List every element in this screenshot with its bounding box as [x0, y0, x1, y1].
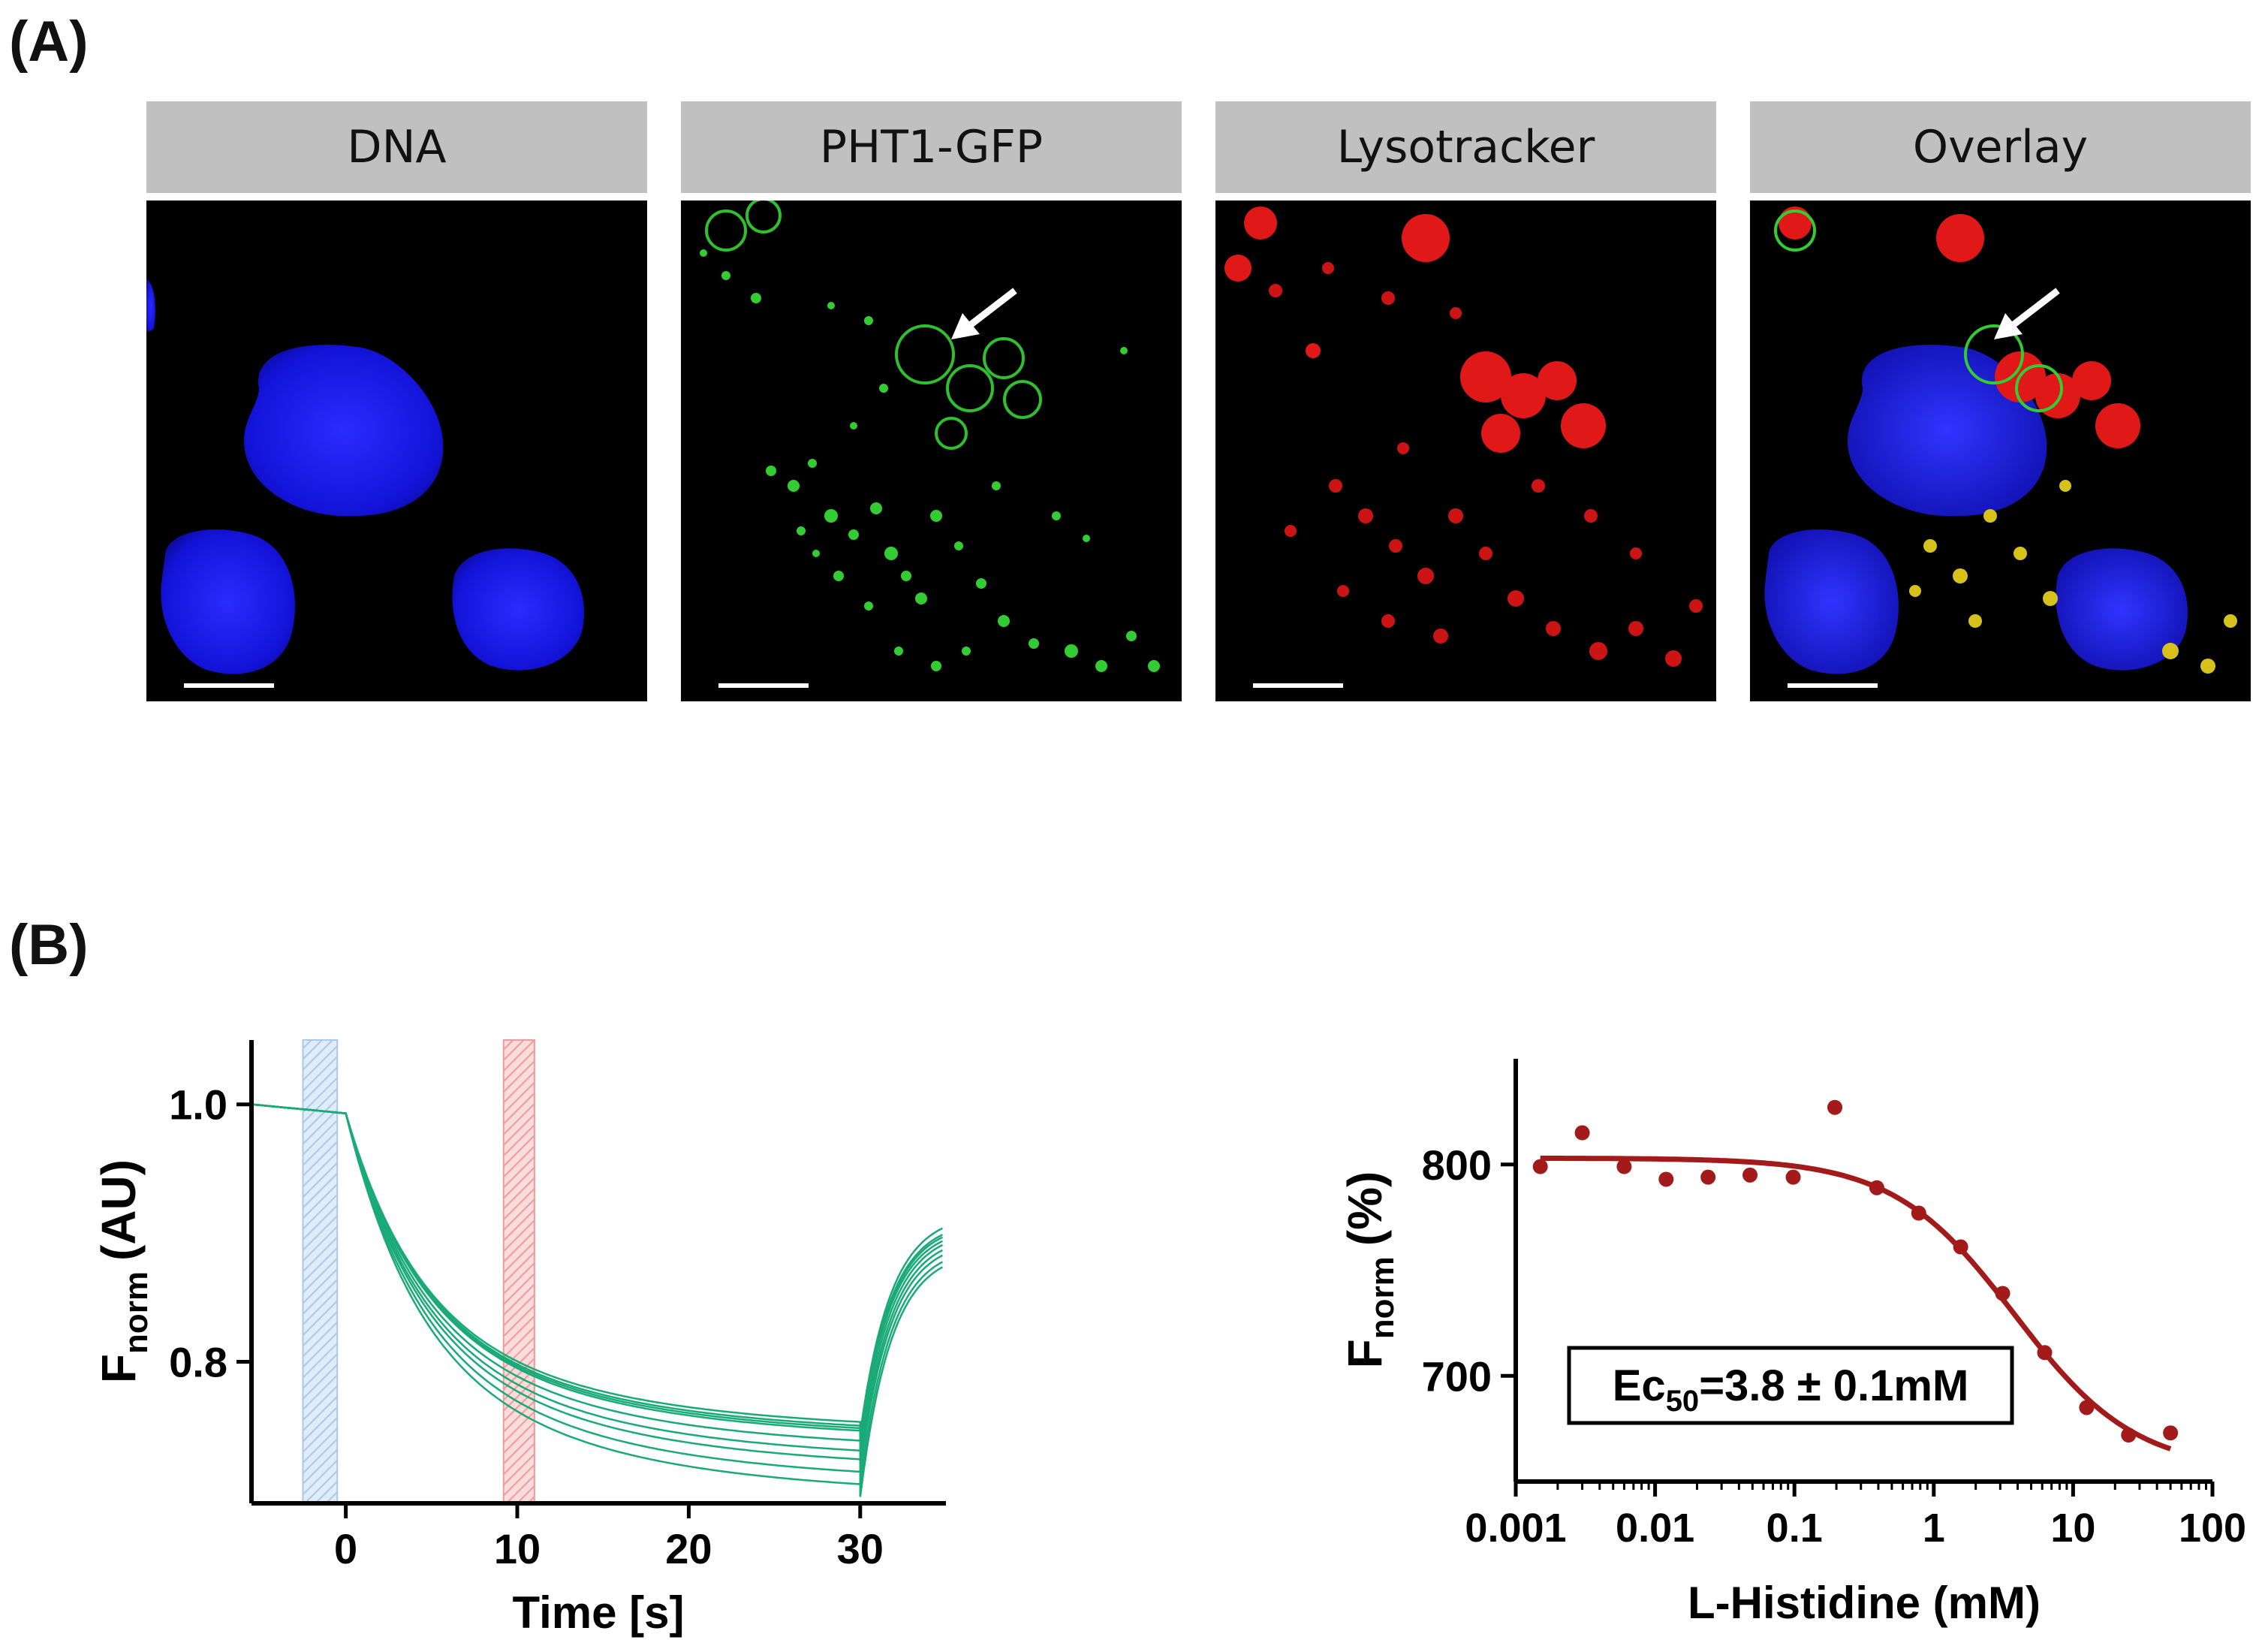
x-tick-label: 0 [334, 1525, 357, 1572]
dna-stain-image [146, 279, 584, 674]
data-point [2121, 1427, 2137, 1443]
data-point [2037, 1345, 2053, 1361]
micrograph-image [681, 200, 1182, 701]
y-tick-label: 0.8 [169, 1338, 227, 1385]
series-line [251, 1103, 943, 1437]
scale-bar [1788, 683, 1878, 688]
y-axis-label: Fnorm(%) [1338, 1171, 1401, 1369]
micrograph-title: Overlay [1750, 101, 2251, 193]
x-tick-label: 20 [665, 1525, 712, 1572]
series-line [251, 1103, 943, 1439]
series-line [251, 1103, 943, 1463]
x-axis-label: Time [s] [513, 1587, 685, 1638]
x-tick-label: 1 [1923, 1506, 1945, 1551]
data-point [2163, 1425, 2179, 1441]
series-line [251, 1103, 944, 1485]
arrow-icon [951, 288, 1017, 339]
x-tick-label: 0.001 [1465, 1506, 1566, 1551]
gfp-stain-image [700, 200, 1160, 672]
data-point [1911, 1205, 1926, 1221]
micrograph-panel-lysotracker: Lysotracker [1215, 101, 1716, 701]
y-tick-label: 1.0 [169, 1081, 227, 1129]
series-line [251, 1103, 944, 1497]
data-point [1869, 1180, 1884, 1195]
data-point [1658, 1171, 1674, 1187]
x-tick-label: 10 [2050, 1506, 2095, 1551]
micrograph-image [1215, 200, 1716, 701]
series-line [251, 1103, 943, 1442]
data-point [1742, 1167, 1758, 1183]
micrograph-title: Lysotracker [1215, 101, 1716, 193]
arrow-icon [1994, 288, 2060, 339]
ec50-annotation: Ec50=3.8 ± 0.1mM [1613, 1361, 1969, 1418]
data-point [1532, 1159, 1548, 1174]
scale-bar [1253, 683, 1343, 688]
x-tick-label: 100 [2179, 1506, 2246, 1551]
fit-curve [1540, 1156, 2172, 1452]
x-tick-label: 0.01 [1616, 1506, 1694, 1551]
x-tick-label: 0.1 [1767, 1506, 1823, 1551]
kinetic-trace-chart: 0 10 20 30 0.8 1.0 Time [s] Fnorm(AU) [92, 1039, 946, 1638]
lysotracker-stain-image [1224, 206, 1703, 667]
data-point [1827, 1099, 1843, 1115]
micrograph-panel-overlay: Overlay [1750, 101, 2251, 701]
ec50-annotation-box [1567, 1346, 2014, 1425]
data-point [1785, 1169, 1801, 1185]
micrograph-title: PHT1-GFP [681, 101, 1182, 193]
overlay-image [1764, 206, 2237, 674]
x-tick-label: 10 [494, 1525, 541, 1572]
y-axis-label: Fnorm(AU) [92, 1159, 155, 1383]
dose-response-chart: 0.001 0.01 0.1 1 10 100 700 800 Ec50=3.8 ± 0.1… [1338, 1059, 2246, 1628]
data-point [1616, 1159, 1632, 1174]
data-point [1574, 1125, 1590, 1141]
micrograph-panel-dna: DNA [146, 101, 647, 701]
panel-label-a: (A) [9, 10, 89, 74]
y-tick-label: 700 [1422, 1352, 1492, 1400]
data-point [1995, 1286, 2010, 1301]
micrograph-image [1750, 200, 2251, 701]
scale-bar [184, 683, 274, 688]
panel-label-b: (B) [9, 913, 89, 977]
micrograph-image [146, 200, 647, 701]
scale-bar [718, 683, 809, 688]
highlight-region [302, 1039, 339, 1504]
micrograph-title: DNA [146, 101, 647, 193]
x-tick-label: 30 [837, 1525, 884, 1572]
highlight-region [502, 1039, 535, 1504]
data-point [1700, 1169, 1716, 1185]
micrograph-panel-gfp: PHT1-GFP [681, 101, 1182, 701]
series-line [251, 1103, 944, 1472]
series-line [251, 1103, 943, 1433]
data-point [2079, 1400, 2095, 1415]
y-tick-label: 800 [1422, 1141, 1492, 1189]
series-line [251, 1103, 943, 1452]
data-point [1953, 1239, 1968, 1255]
x-axis-label: L-Histidine (mM) [1688, 1578, 2041, 1628]
